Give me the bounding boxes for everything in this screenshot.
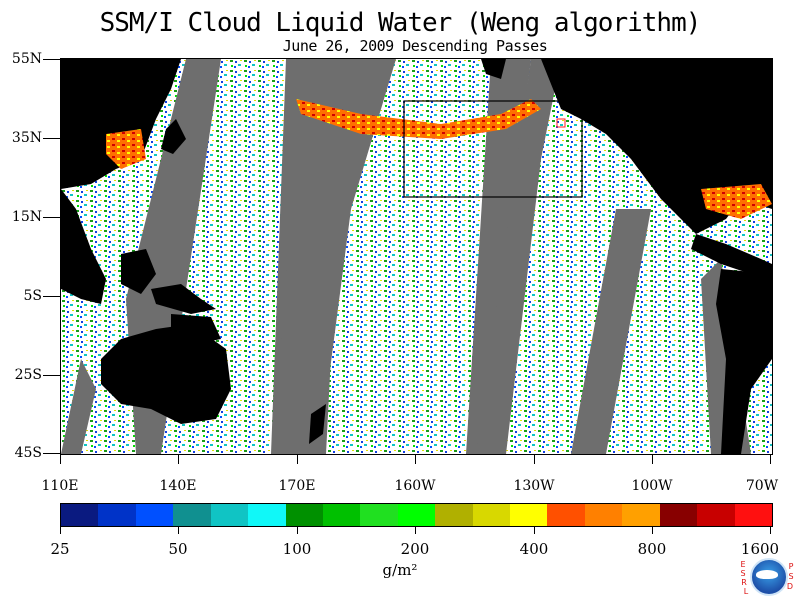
colorbar-swatch — [285, 504, 323, 526]
map-panel — [60, 58, 773, 455]
x-tick — [60, 454, 61, 464]
logo-letter: D — [786, 582, 794, 591]
colorbar-swatch — [622, 504, 660, 526]
colorbar-label: 1600 — [740, 540, 780, 558]
x-tick — [652, 454, 653, 464]
colorbar-tick — [60, 526, 61, 534]
map-title: SSM/I Cloud Liquid Water (Weng algorithm… — [99, 8, 702, 38]
color-bar — [60, 503, 773, 527]
colorbar-swatch — [397, 504, 436, 526]
colorbar-tick — [178, 526, 179, 534]
x-tick-label: 170E — [278, 478, 316, 494]
colorbar-label: 800 — [637, 540, 667, 558]
x-tick — [770, 454, 771, 464]
logo-letter: S — [740, 569, 746, 578]
colorbar-label: 50 — [168, 540, 188, 558]
colorbar-swatch — [584, 504, 623, 526]
colorbar-swatch — [547, 504, 585, 526]
units-label: g/m² — [382, 561, 418, 579]
logo-letter: S — [788, 572, 794, 581]
colorbar-swatch — [697, 504, 735, 526]
colorbar-tick — [415, 526, 416, 534]
y-tick-label: 35N — [11, 130, 42, 146]
colorbar-swatch — [210, 504, 249, 526]
y-tick-label: 45S — [14, 445, 42, 461]
y-tick-label: 55N — [11, 51, 42, 67]
colorbar-tick — [534, 526, 535, 534]
map-canvas — [61, 59, 772, 454]
x-tick — [415, 454, 416, 464]
colorbar-tick — [297, 526, 298, 534]
x-tick-label: 160W — [394, 478, 436, 494]
inset-marker — [556, 118, 566, 128]
colorbar-label: 25 — [50, 540, 70, 558]
colorbar-label: 400 — [519, 540, 549, 558]
seagull-icon — [756, 570, 778, 579]
logo-letter: P — [788, 562, 794, 571]
y-tick — [43, 59, 60, 60]
logo-letter: L — [743, 587, 749, 596]
x-tick — [297, 454, 298, 464]
y-tick — [43, 138, 60, 139]
y-tick-label: 25S — [14, 367, 42, 383]
y-tick-label: 5S — [23, 288, 43, 304]
colorbar-swatch — [248, 504, 286, 526]
y-tick — [43, 217, 60, 218]
colorbar-swatch — [360, 504, 398, 526]
x-tick-label: 140E — [159, 478, 197, 494]
noaa-logo: E S R L P S D — [738, 556, 796, 598]
colorbar-swatch — [510, 504, 548, 526]
x-tick-label: 100W — [631, 478, 673, 494]
colorbar-swatch — [98, 504, 136, 526]
x-tick-label: 70W — [745, 478, 779, 494]
colorbar-swatch — [472, 504, 511, 526]
logo-letter: E — [740, 560, 746, 569]
y-tick — [43, 375, 60, 376]
x-tick — [534, 454, 535, 464]
x-tick-label: 110E — [41, 478, 79, 494]
storm-bands — [106, 99, 772, 219]
map-subtitle: June 26, 2009 Descending Passes — [282, 37, 548, 55]
colorbar-swatch — [322, 504, 361, 526]
x-tick-label: 130W — [513, 478, 555, 494]
inset-box — [403, 100, 583, 198]
y-tick — [43, 453, 60, 454]
colorbar-swatch — [135, 504, 174, 526]
colorbar-swatch — [734, 504, 773, 526]
colorbar-swatch — [659, 504, 698, 526]
colorbar-tick — [770, 526, 771, 534]
colorbar-tick — [652, 526, 653, 534]
colorbar-swatch — [435, 504, 473, 526]
colorbar-label: 200 — [400, 540, 430, 558]
x-tick — [178, 454, 179, 464]
logo-letter: R — [741, 578, 747, 587]
y-tick — [43, 296, 60, 297]
colorbar-label: 100 — [282, 540, 312, 558]
colorbar-swatch — [173, 504, 211, 526]
colorbar-swatch — [61, 504, 99, 526]
y-tick-label: 15N — [11, 209, 42, 225]
